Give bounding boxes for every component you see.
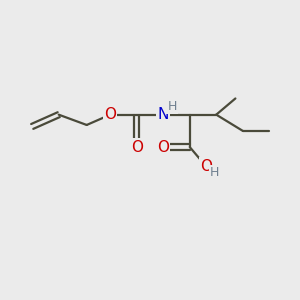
Text: O: O [157, 140, 169, 154]
Text: O: O [131, 140, 143, 154]
Text: H: H [209, 166, 219, 179]
Text: O: O [200, 159, 212, 174]
Text: N: N [158, 107, 169, 122]
Text: H: H [167, 100, 177, 113]
Text: O: O [104, 107, 116, 122]
